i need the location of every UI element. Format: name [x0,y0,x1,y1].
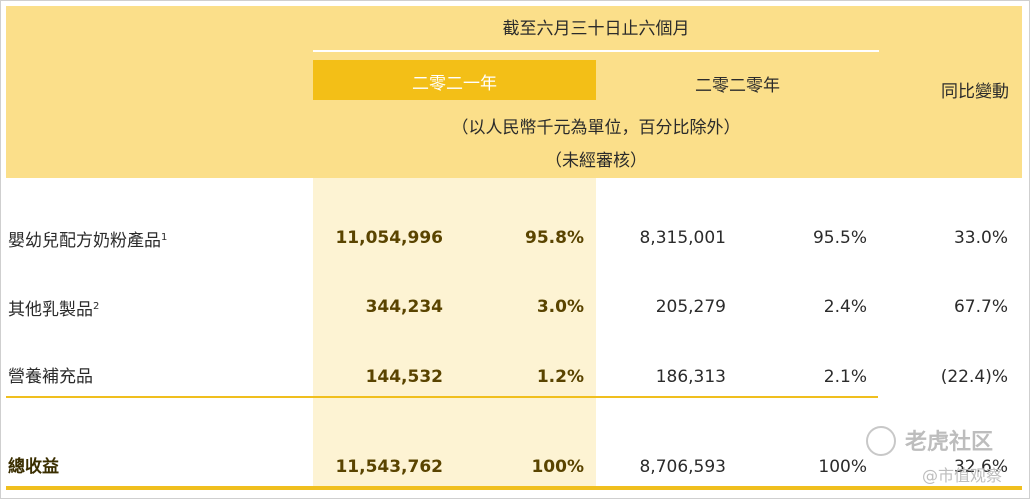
percent-2020: 2.4% [823,297,867,317]
value-2021: 11,054,996 [335,228,443,248]
year-2020-heading: 二零二零年 [695,76,780,96]
percent-2021: 3.0% [536,297,584,317]
percent-2021: 95.8% [525,228,584,248]
total-label: 總收益 [8,457,59,477]
row-label: 嬰幼兒配方奶粉產品1 [8,231,168,251]
change-value: 33.0% [953,228,1008,248]
row-label: 其他乳製品2 [8,300,100,320]
total-change: 32.6% [953,457,1008,477]
total-percent-2020: 100% [818,457,867,477]
change-value: (22.4)% [940,367,1008,387]
value-2021: 344,234 [365,297,443,317]
unit-note: （以人民幣千元為單位，百分比除外） [451,118,741,138]
change-value: 67.7% [953,297,1008,317]
period-underline [313,50,879,52]
total-value-2021: 11,543,762 [335,457,443,477]
watermark-brand: 老虎社区 [905,430,994,455]
year-2021-column-highlight [313,178,596,488]
value-2020: 186,313 [655,367,726,387]
total-value-2020: 8,706,593 [639,457,726,477]
unaudited-note: （未經審核） [545,151,647,171]
subtotal-rule [6,396,878,398]
value-2020: 8,315,001 [639,228,726,248]
value-2021: 144,532 [365,367,443,387]
period-heading: 截至六月三十日止六個月 [502,19,690,39]
change-heading: 同比變動 [941,82,1009,102]
percent-2020: 2.1% [823,367,867,387]
row-label: 營養補充品 [8,367,93,387]
watermark-logo-icon [866,426,896,456]
bottom-rule [6,486,1022,490]
watermark-handle: @市值观察 [922,466,1003,485]
year-2021-heading: 二零二一年 [412,74,497,94]
percent-2021: 1.2% [536,367,584,387]
year-2021-header-cell [313,60,596,100]
percent-2020: 95.5% [812,228,867,248]
total-percent-2021: 100% [531,457,584,477]
value-2020: 205,279 [655,297,726,317]
